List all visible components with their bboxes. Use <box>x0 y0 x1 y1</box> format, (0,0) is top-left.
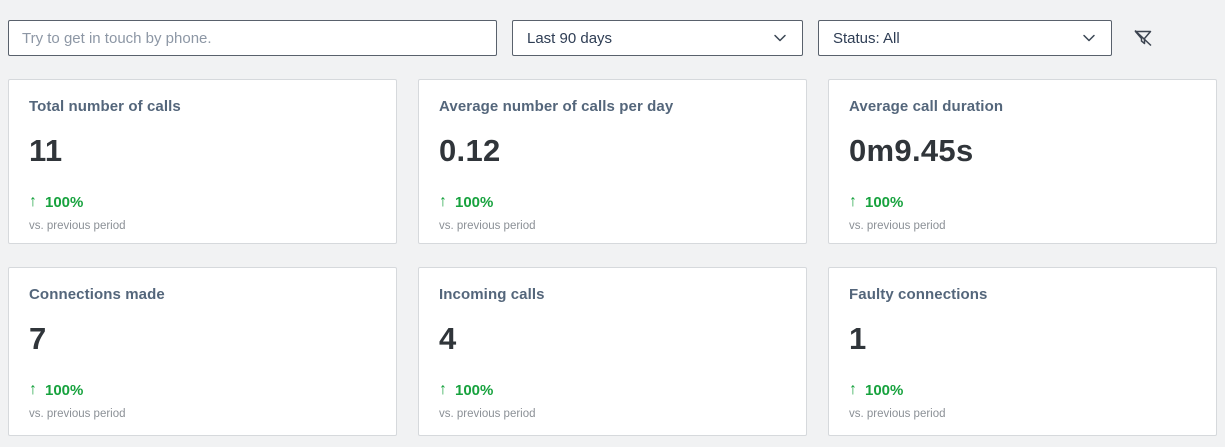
stat-card-total-calls: Total number of calls 11 ↑ 100% vs. prev… <box>8 79 397 244</box>
trend-percent: 100% <box>45 381 84 399</box>
stat-card-avg-call-duration: Average call duration 0m9.45s ↑ 100% vs.… <box>828 79 1217 244</box>
trend-percent: 100% <box>455 193 494 211</box>
date-range-select[interactable]: Last 90 days <box>512 20 803 56</box>
stat-card-trend: ↑ 100% <box>439 381 786 399</box>
stat-card-value: 11 <box>29 133 63 168</box>
stat-card-connections-made: Connections made 7 ↑ 100% vs. previous p… <box>8 267 397 436</box>
trend-up-arrow-icon: ↑ <box>439 193 447 210</box>
filters-bar: Last 90 days Status: All <box>0 0 1225 56</box>
filter-off-icon <box>1134 29 1152 47</box>
trend-up-arrow-icon: ↑ <box>849 193 857 210</box>
trend-percent: 100% <box>45 193 84 211</box>
status-value: Status: All <box>833 29 900 47</box>
stat-card-title: Total number of calls <box>29 98 181 115</box>
trend-percent: 100% <box>865 381 904 399</box>
stat-card-trend: ↑ 100% <box>439 193 786 211</box>
stat-card-value: 4 <box>439 321 457 356</box>
stat-card-title: Incoming calls <box>439 286 545 303</box>
stat-card-trend: ↑ 100% <box>849 193 1196 211</box>
stat-card-comparison: vs. previous period <box>849 408 946 420</box>
stat-card-trend: ↑ 100% <box>849 381 1196 399</box>
chevron-down-icon <box>1083 34 1095 42</box>
status-select[interactable]: Status: All <box>818 20 1112 56</box>
chevron-down-icon <box>774 34 786 42</box>
stat-card-trend: ↑ 100% <box>29 381 376 399</box>
trend-up-arrow-icon: ↑ <box>439 381 447 398</box>
trend-percent: 100% <box>865 193 904 211</box>
clear-filters-button[interactable] <box>1128 23 1158 53</box>
stat-card-value: 1 <box>849 321 867 356</box>
stat-card-title: Faulty connections <box>849 286 988 303</box>
trend-percent: 100% <box>455 381 494 399</box>
stat-card-incoming-calls: Incoming calls 4 ↑ 100% vs. previous per… <box>418 267 807 436</box>
stat-card-comparison: vs. previous period <box>29 220 126 232</box>
search-input[interactable] <box>8 20 497 56</box>
stat-card-title: Average call duration <box>849 98 1004 115</box>
stat-card-comparison: vs. previous period <box>849 220 946 232</box>
stat-card-title: Average number of calls per day <box>439 98 674 115</box>
trend-up-arrow-icon: ↑ <box>29 193 37 210</box>
stat-card-faulty-connections: Faulty connections 1 ↑ 100% vs. previous… <box>828 267 1217 436</box>
stat-card-value: 0m9.45s <box>849 133 974 168</box>
stat-card-comparison: vs. previous period <box>439 408 536 420</box>
date-range-value: Last 90 days <box>527 29 613 47</box>
stat-card-comparison: vs. previous period <box>29 408 126 420</box>
stats-grid: Total number of calls 11 ↑ 100% vs. prev… <box>0 56 1225 436</box>
stat-card-avg-calls-per-day: Average number of calls per day 0.12 ↑ 1… <box>418 79 807 244</box>
stat-card-value: 7 <box>29 321 47 356</box>
stat-card-value: 0.12 <box>439 133 501 168</box>
stat-card-comparison: vs. previous period <box>439 220 536 232</box>
trend-up-arrow-icon: ↑ <box>849 381 857 398</box>
trend-up-arrow-icon: ↑ <box>29 381 37 398</box>
stat-card-trend: ↑ 100% <box>29 193 376 211</box>
stat-card-title: Connections made <box>29 286 165 303</box>
